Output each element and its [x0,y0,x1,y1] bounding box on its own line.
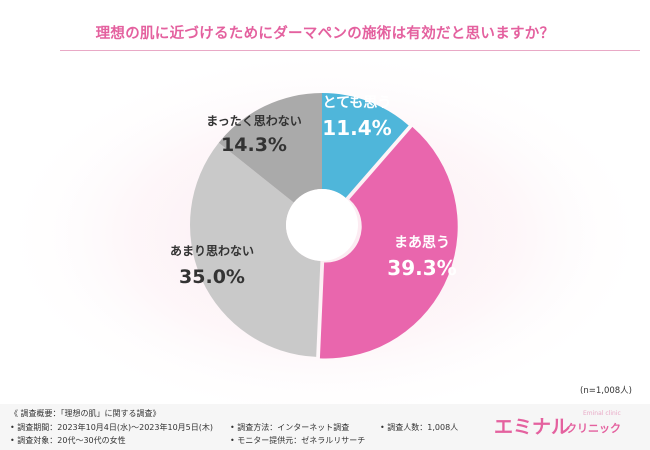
slice-value-2: 39.3% [387,256,456,280]
donut-slice-2 [319,126,458,359]
donut-slice-4 [218,93,322,203]
slice-label-1: とても思う [323,95,392,111]
survey-method: • 調査方法：インターネット調査 [230,423,350,432]
brand-logo: エミナル [494,416,571,438]
donut-hole [286,189,358,261]
slice-label-2: まあ思う [394,235,450,251]
chart-title: 理想の肌に近づけるためにダーマペンの施術は有効だと思いますか？ [95,26,555,42]
title-divider [60,50,640,51]
donut-slice-3 [190,142,321,357]
survey-respondents: • 調査人数：1,008人 [380,423,459,432]
brand-logo-suffix: クリニック [566,422,621,435]
slice-value-1: 11.4% [322,116,391,140]
slice-value-4: 14.3% [221,134,287,156]
survey-provider: • モニター提供元：ゼネラルリサーチ [230,436,366,445]
survey-target: • 調査対象：20代～30代の女性 [10,436,126,445]
slice-value-3: 35.0% [179,266,245,288]
survey-period: • 調査期間：2023年10月4日(水)～2023年10月5日(木) [10,423,214,432]
sample-size-note: (n=1,008人) [580,386,632,396]
donut-slice-1 [322,93,409,198]
slice-label-3: あまり思わない [170,244,254,258]
survey-footer [0,404,650,450]
brand-tagline: Eminal clinic [583,410,621,417]
donut-chart: とても思う 11.4% まあ思う 39.3% あまり思わない 35.0% まったく思わない 1… [170,93,458,359]
slice-label-4: まったく思わない [206,114,302,128]
survey-overview: 《 調査概要：「理想の肌」に関する調査》 [10,409,161,418]
